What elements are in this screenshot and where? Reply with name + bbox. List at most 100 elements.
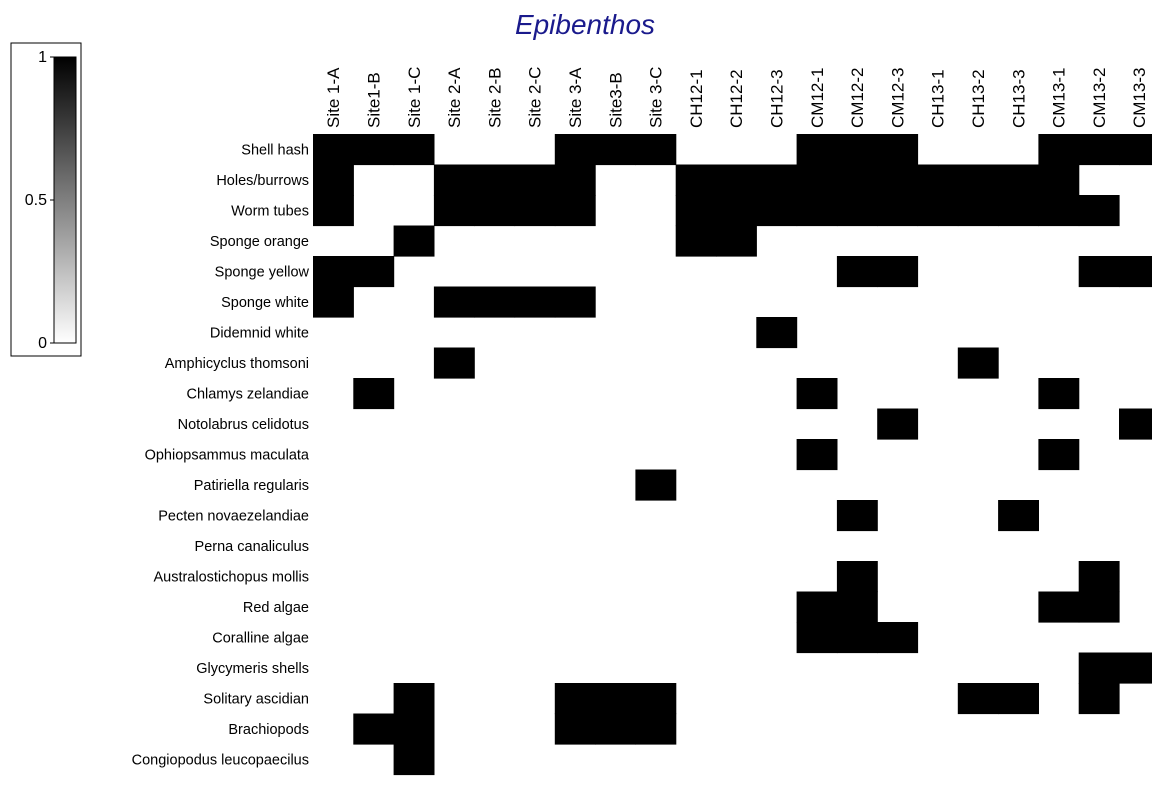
column-label: CH12-2	[727, 69, 746, 128]
heatmap-cell	[957, 347, 999, 379]
row-labels: Shell hash Holes/burrows Worm tubes Sponge …	[132, 142, 310, 768]
heatmap-cell	[756, 164, 798, 196]
color-scale-gradient-bar	[53, 56, 77, 344]
heatmap-cell	[595, 683, 636, 715]
heatmap-cell	[474, 195, 516, 227]
column-label: Site 1-A	[324, 67, 343, 128]
heatmap-cell	[635, 134, 677, 166]
heatmap-cell	[716, 164, 757, 196]
heatmap-cell	[998, 164, 1039, 196]
column-label: CM12-1	[808, 68, 827, 128]
heatmap-cell	[877, 134, 919, 166]
heatmap-cell	[433, 164, 475, 196]
heatmap-cell	[836, 500, 878, 532]
row-label: Patiriella regularis	[194, 478, 309, 494]
column-label: CH13-1	[929, 69, 948, 128]
column-label: Site3-B	[606, 72, 625, 128]
heatmap-cell	[1038, 134, 1080, 166]
heatmap-cell	[313, 164, 354, 196]
heatmap-cell	[716, 195, 757, 227]
heatmap-cell	[1119, 256, 1152, 288]
column-label: CH13-2	[969, 69, 988, 128]
heatmap-cell	[1078, 591, 1120, 623]
heatmap-cell	[917, 195, 959, 227]
heatmap-cell	[313, 256, 354, 288]
heatmap-cell	[595, 134, 636, 166]
heatmap-cell	[756, 195, 798, 227]
column-label: Site 1-C	[405, 67, 424, 128]
column-label: CM12-3	[888, 68, 907, 128]
heatmap-cell	[836, 591, 878, 623]
heatmap-cell	[877, 256, 919, 288]
heatmap-cell	[1038, 378, 1080, 410]
heatmap-cell	[353, 134, 395, 166]
heatmap-cell	[877, 164, 919, 196]
column-label: CH13-3	[1009, 69, 1028, 128]
row-label: Didemnid white	[210, 325, 309, 341]
heatmap-cell	[796, 622, 838, 654]
heatmap-cell	[635, 713, 677, 745]
heatmap-cell	[393, 134, 435, 166]
heatmap-cell	[1119, 134, 1152, 166]
heatmap-cell	[353, 256, 395, 288]
heatmap-cell	[393, 744, 435, 776]
row-label: Sponge white	[221, 295, 309, 311]
heatmap-cell	[877, 622, 919, 654]
column-label: CM13-1	[1050, 68, 1069, 128]
heatmap-cell	[554, 195, 596, 227]
heatmap-cell	[998, 195, 1039, 227]
scale-tick-label: 1	[38, 49, 47, 66]
heatmap-cell	[998, 500, 1039, 532]
heatmap-cell	[1119, 652, 1152, 684]
heatmap-cell	[474, 286, 516, 318]
heatmap-cell	[1078, 652, 1120, 684]
heatmap-cell	[796, 195, 838, 227]
column-label: CM13-3	[1130, 68, 1149, 128]
column-label: Site 3-C	[647, 67, 666, 128]
heatmap-cell	[433, 195, 475, 227]
heatmap-cell	[1078, 683, 1120, 715]
heatmap-cell	[836, 164, 878, 196]
heatmap-cell	[1038, 439, 1080, 471]
row-label: Australostichopus mollis	[153, 569, 309, 585]
heatmap-cell	[1038, 591, 1080, 623]
heatmap-cell	[957, 683, 999, 715]
heatmap-cell	[393, 225, 435, 257]
row-label: Solitary ascidian	[203, 691, 309, 707]
heatmap-cell	[675, 195, 717, 227]
heatmap-cell	[313, 195, 354, 227]
chart-title: Epibenthos	[515, 9, 655, 40]
heatmap-cell	[1078, 134, 1120, 166]
column-label: CM12-2	[848, 68, 867, 128]
heatmap-cell	[514, 286, 556, 318]
row-label: Chlamys zelandiae	[186, 386, 309, 402]
heatmap-cell	[353, 713, 395, 745]
color-scale-frame	[10, 42, 82, 357]
row-label: Notolabrus celidotus	[178, 417, 309, 433]
row-label: Ophiopsammus maculata	[145, 447, 310, 463]
row-label: Amphicyclus thomsoni	[165, 356, 309, 372]
heatmap-cell	[554, 713, 596, 745]
heatmap-cell	[796, 378, 838, 410]
column-labels: Site 1-A Site1-B Site 1-C Site 2-A Site 2-B S…	[324, 67, 1149, 128]
heatmap-cell	[514, 164, 556, 196]
row-label: Shell hash	[241, 142, 309, 158]
heatmap-cell	[635, 469, 677, 501]
heatmap-cell	[877, 408, 919, 440]
heatmap-cell	[796, 439, 838, 471]
row-label: Coralline algae	[212, 630, 309, 646]
heatmap-cell	[353, 378, 395, 410]
column-label: Site 2-A	[445, 67, 464, 128]
heatmap-cell	[836, 622, 878, 654]
heatmap-cell	[1119, 408, 1152, 440]
heatmap-cell	[877, 195, 919, 227]
row-label: Pecten novaezelandiae	[158, 508, 309, 524]
heatmap-cell	[474, 164, 516, 196]
heatmap-cell	[313, 134, 354, 166]
column-label: Site 3-A	[566, 67, 585, 128]
scale-tick-label: 0.5	[25, 192, 47, 209]
column-label: CH12-3	[767, 69, 786, 128]
heatmap-cell	[433, 347, 475, 379]
heatmap-cell	[433, 286, 475, 318]
